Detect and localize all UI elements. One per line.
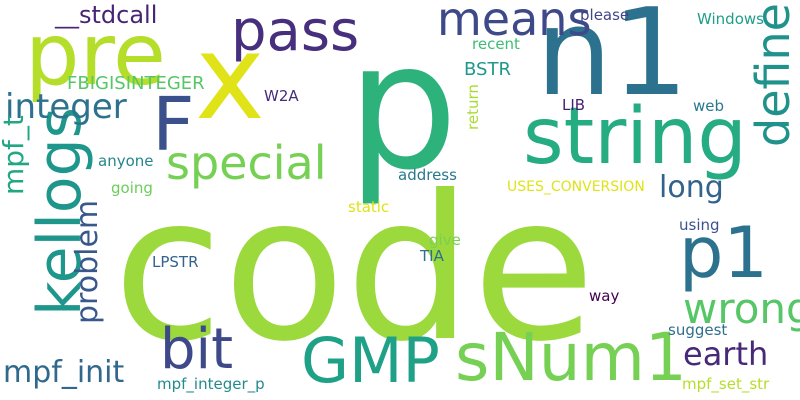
word-address: address bbox=[398, 166, 457, 184]
word-p1: p1 bbox=[679, 212, 768, 294]
word-LIB: LIB bbox=[562, 96, 586, 114]
word-return: return bbox=[464, 84, 482, 130]
word-Windows: Windows bbox=[697, 10, 764, 28]
word-suggest: suggest bbox=[668, 321, 728, 339]
word-problem: problem bbox=[70, 199, 105, 324]
word-stdcall: __stdcall bbox=[55, 1, 158, 29]
word-long: long bbox=[659, 170, 724, 205]
word-TIA: TIA bbox=[420, 247, 444, 265]
word-mpf_integer_p: mpf_integer_p bbox=[157, 375, 265, 393]
word-n1: n1 bbox=[536, 0, 689, 123]
word-mpf_init: mpf_init bbox=[3, 355, 125, 390]
word-web: web bbox=[693, 97, 725, 115]
word-x: x bbox=[195, 8, 265, 146]
word-integer: integer bbox=[5, 87, 127, 127]
word-GMP: GMP bbox=[301, 324, 440, 397]
word-pre: pre bbox=[25, 5, 166, 105]
word-sNum1: sNum1 bbox=[455, 319, 687, 396]
word-BSTR: BSTR bbox=[464, 59, 511, 80]
word-string: string bbox=[523, 92, 747, 182]
word-p: p bbox=[347, 6, 459, 209]
word-special: special bbox=[166, 136, 327, 190]
word-F: F bbox=[152, 82, 195, 168]
word-LPSTR: LPSTR bbox=[152, 253, 199, 271]
word-mpf_t: mpf_t bbox=[0, 115, 30, 195]
word-give: give bbox=[429, 231, 461, 249]
word-please: please bbox=[580, 6, 630, 24]
word-W2A: W2A bbox=[264, 87, 299, 105]
word-FBIGISINTEGER: FBIGISINTEGER bbox=[67, 73, 205, 94]
word-bit: bit bbox=[160, 317, 234, 382]
word-way: way bbox=[589, 287, 620, 305]
word-pass: pass bbox=[231, 0, 360, 64]
word-anyone: anyone bbox=[98, 152, 154, 170]
word-USES_CONVERSION: USES_CONVERSION bbox=[507, 179, 645, 195]
word-recent: recent bbox=[472, 35, 520, 53]
word-static: static bbox=[348, 198, 390, 216]
word-going: going bbox=[111, 179, 153, 197]
word-mpf_set_str: mpf_set_str bbox=[682, 375, 770, 393]
word-code: code bbox=[113, 153, 596, 386]
word-using: using bbox=[679, 216, 720, 234]
word-means: means bbox=[437, 0, 592, 46]
word-wrong: wrong bbox=[683, 284, 800, 333]
word-earth: earth bbox=[683, 335, 769, 373]
